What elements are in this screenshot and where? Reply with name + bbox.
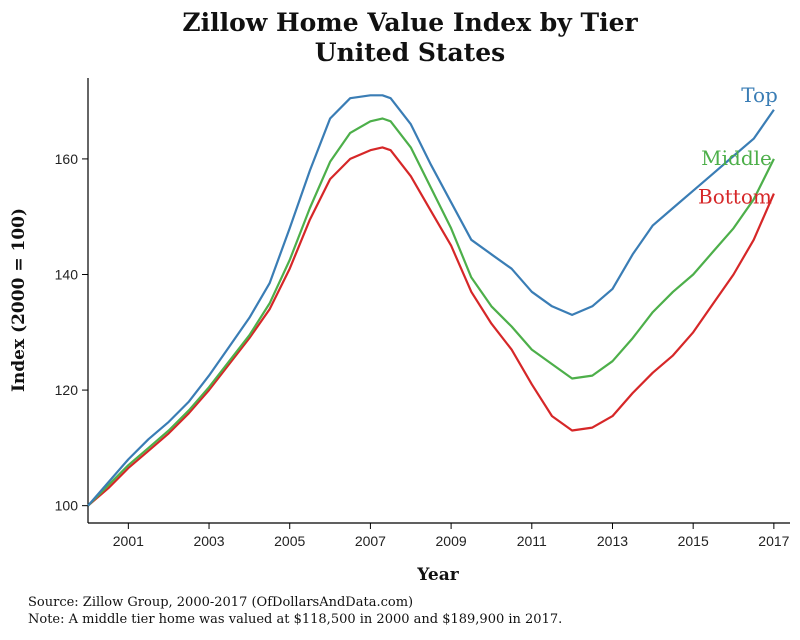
x-tick-label: 2009 [436,533,467,549]
y-axis-label: Index (2000 = 100) [9,208,29,392]
chart: Zillow Home Value Index by Tier United S… [9,8,790,585]
series-line-bottom [87,146,775,507]
x-tick-label: 2003 [193,533,224,549]
x-tick-label: 2005 [274,533,305,549]
plot-area: Top Middle Bottom [87,83,778,507]
y-tick-label: 100 [55,498,79,514]
axes: 2001 2003 2005 2007 2009 2011 2013 2015 2017 100 1… [55,78,790,549]
series-label-middle: Middle [701,146,772,170]
x-tick-label: 2011 [517,533,547,549]
series-line-top [87,94,775,507]
y-tick-label: 140 [55,266,79,282]
x-tick-label: 2007 [355,533,386,549]
series-line-middle [87,117,775,507]
x-tick-label: 2013 [597,533,628,549]
series-label-top: Top [741,83,778,107]
x-tick-label: 2017 [758,533,789,549]
chart-title: Zillow Home Value Index by Tier [182,8,638,37]
y-tick-label: 120 [55,382,79,398]
footnote: Note: A middle tier home was valued at $… [28,612,563,627]
x-tick-label: 2001 [113,533,144,549]
y-tick-label: 160 [55,151,79,167]
series-label-bottom: Bottom [698,185,772,209]
x-tick-label: 2015 [678,533,709,549]
source-note: Source: Zillow Group, 2000-2017 (OfDolla… [28,595,414,610]
x-axis-label: Year [416,565,459,585]
chart-subtitle: United States [315,38,505,67]
